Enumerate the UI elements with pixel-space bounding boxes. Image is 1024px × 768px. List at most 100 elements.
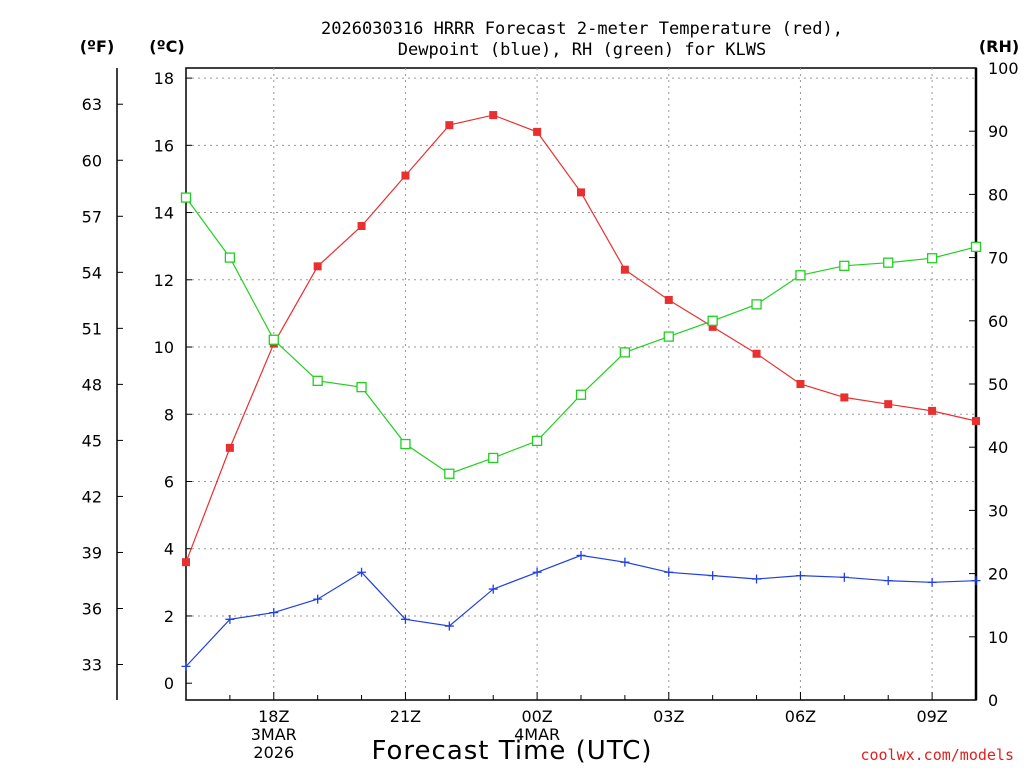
- dewpoint-point: [225, 614, 235, 624]
- rh-point: [795, 270, 806, 281]
- rh-tick-label: 100: [988, 59, 1019, 78]
- dewpoint-point: [927, 577, 937, 587]
- series-layer: [180, 111, 982, 671]
- celsius-tick-label: 2: [164, 607, 174, 626]
- time-tick-label: 00Z: [521, 707, 552, 726]
- temperature-point: [401, 171, 410, 180]
- temperature-point: [972, 416, 980, 425]
- grid-layer: [186, 68, 976, 700]
- celsius-tick-label: 0: [164, 674, 174, 693]
- rh-tick-label: 90: [988, 122, 1008, 141]
- celsius-tick-label: 6: [164, 472, 174, 491]
- temperature-point: [884, 400, 893, 409]
- time-tick-label: 2026: [253, 743, 294, 762]
- dewpoint-point: [488, 584, 498, 594]
- dewpoint-point: [971, 576, 981, 586]
- dewpoint-point: [664, 567, 674, 577]
- rh-point: [751, 299, 762, 310]
- rh-point: [883, 257, 894, 268]
- time-tick-label: 21Z: [390, 707, 421, 726]
- credit-label: coolwx.com/models: [860, 746, 1014, 764]
- chart-title-line-2: Dewpoint (blue), RH (green) for KLWS: [398, 40, 766, 60]
- dewpoint-point: [795, 571, 805, 581]
- temperature-point: [840, 393, 849, 402]
- rh-tick-label: 70: [988, 249, 1008, 268]
- fahrenheit-unit-label: (ºF): [80, 37, 115, 56]
- dewpoint-point: [357, 567, 367, 577]
- rh-point: [531, 435, 543, 447]
- rh-point: [400, 438, 411, 450]
- temperature-point: [182, 558, 190, 567]
- fahrenheit-tick-label: 54: [82, 263, 102, 282]
- celsius-tick-label: 14: [154, 204, 174, 223]
- temperature-point: [445, 121, 454, 130]
- rh-point: [488, 452, 499, 464]
- rh-series-line: [185, 197, 977, 475]
- tick-layer: 0 2 4 6 8 10 12 14 16 18 33 36 39 42 45 48 51 54 57 60 63 0 10…: [82, 59, 1019, 762]
- fahrenheit-tick-label: 60: [82, 151, 102, 170]
- chart-title-line-1: 2026030316 HRRR Forecast 2-meter Tempera…: [321, 19, 843, 39]
- rh-point: [268, 334, 279, 345]
- temperature-point: [752, 349, 761, 358]
- rh-point: [663, 331, 674, 342]
- fahrenheit-tick-label: 51: [82, 319, 102, 338]
- temperature-point: [928, 406, 937, 415]
- time-tick-label: 18Z: [258, 707, 289, 726]
- celsius-tick-label: 18: [154, 69, 174, 88]
- plot-frame: [185, 67, 977, 701]
- rh-tick-label: 10: [988, 628, 1008, 647]
- rh-tick-label: 50: [988, 375, 1008, 394]
- dewpoint-point: [752, 574, 762, 584]
- fahrenheit-tick-label: 63: [82, 95, 102, 114]
- fahrenheit-tick-label: 42: [82, 487, 102, 506]
- rh-point: [707, 315, 718, 326]
- temperature-point: [357, 222, 366, 230]
- rh-point: [444, 468, 455, 479]
- dewpoint-series-line: [185, 554, 977, 667]
- celsius-tick-label: 4: [164, 540, 174, 559]
- dewpoint-point: [532, 567, 542, 577]
- celsius-tick-label: 8: [164, 405, 174, 424]
- rh-point: [839, 260, 850, 271]
- temperature-point: [708, 322, 717, 331]
- temperature-point: [313, 262, 322, 271]
- x-axis-title: Forecast Time (UTC): [371, 736, 652, 766]
- celsius-unit-label: (ºC): [149, 37, 184, 56]
- temperature-point: [225, 443, 234, 452]
- temperature-point: [577, 188, 585, 197]
- time-tick-label: 09Z: [916, 707, 947, 726]
- fahrenheit-tick-label: 36: [82, 599, 102, 618]
- temperature-point: [664, 295, 673, 304]
- temperature-point: [796, 380, 805, 388]
- rh-point: [575, 389, 587, 400]
- rh-tick-label: 60: [988, 312, 1008, 331]
- rh-point: [312, 375, 323, 386]
- temperature-series-line: [185, 114, 977, 563]
- fahrenheit-tick-label: 48: [82, 375, 102, 394]
- fahrenheit-tick-label: 33: [82, 656, 102, 675]
- rh-tick-label: 30: [988, 501, 1008, 520]
- temperature-point: [489, 111, 498, 120]
- rh-point: [356, 382, 367, 393]
- time-tick-label: 3MAR: [251, 725, 297, 744]
- dewpoint-point: [313, 594, 323, 604]
- rh-tick-label: 20: [988, 565, 1008, 584]
- celsius-tick-label: 12: [154, 271, 174, 290]
- fahrenheit-tick-label: 45: [82, 431, 102, 450]
- dewpoint-point: [269, 608, 279, 618]
- fahrenheit-tick-label: 39: [82, 543, 102, 562]
- time-tick-label: 06Z: [785, 707, 816, 726]
- dewpoint-point: [708, 571, 718, 581]
- dewpoint-point: [181, 661, 191, 671]
- dewpoint-point: [839, 572, 849, 582]
- rh-tick-label: 40: [988, 438, 1008, 457]
- dewpoint-point: [444, 621, 454, 631]
- dewpoint-point: [576, 550, 586, 560]
- time-tick-label: 03Z: [653, 707, 684, 726]
- rh-point: [619, 347, 631, 358]
- dewpoint-point: [400, 614, 410, 624]
- rh-unit-label: (RH): [979, 37, 1019, 56]
- temperature-point: [620, 265, 629, 274]
- rh-tick-label: 80: [988, 185, 1008, 204]
